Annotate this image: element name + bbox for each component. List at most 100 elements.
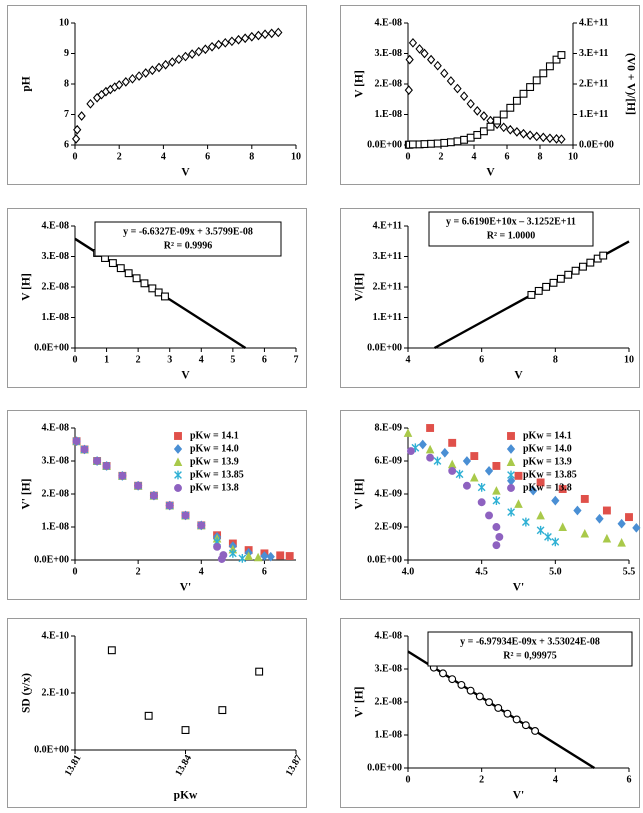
marker-x <box>477 483 486 492</box>
legend-label: pKw = 14.1 <box>523 430 572 441</box>
marker-square <box>557 51 566 59</box>
marker-circle <box>462 481 471 490</box>
marker-diamond <box>154 62 164 73</box>
x-tick-label: 6 <box>627 774 632 785</box>
marker-square <box>514 471 523 480</box>
y2-tick-label: 1.E+11 <box>579 109 608 120</box>
y-tick-label: 4.E-08 <box>42 220 70 231</box>
marker-diamond <box>188 49 197 59</box>
marker-triangle <box>447 459 457 469</box>
marker-circle <box>475 692 484 701</box>
y-axis-label: V [H] <box>354 70 366 98</box>
marker-diamond <box>440 68 449 79</box>
y-tick-label: 9 <box>64 48 69 59</box>
marker-diamond <box>227 36 237 47</box>
marker-diamond <box>115 80 124 90</box>
marker-diamond <box>174 54 183 65</box>
marker-circle <box>181 511 190 520</box>
marker-circle <box>134 481 143 490</box>
y-tick-label: 0.0E+00 <box>367 342 402 353</box>
x-tick-label: 10 <box>568 151 578 162</box>
marker-circle <box>494 703 503 712</box>
marker-diamond <box>512 127 522 137</box>
marker-diamond <box>573 505 582 516</box>
marker-square <box>493 116 502 125</box>
marker-circle <box>406 447 415 456</box>
marker-triangle <box>253 552 263 562</box>
y-tick-label: 0.0E+00 <box>367 139 402 150</box>
marker-square <box>545 62 554 71</box>
marker-triangle <box>173 457 183 466</box>
marker-diamond <box>426 54 436 65</box>
marker-diamond <box>161 59 170 70</box>
marker-diamond <box>539 132 548 143</box>
marker-diamond <box>404 85 413 95</box>
legend-label: pKw = 13.8 <box>523 482 572 493</box>
marker-square <box>218 706 227 715</box>
marker-circle <box>217 555 226 563</box>
marker-diamond <box>446 76 456 86</box>
marker-circle <box>174 484 182 492</box>
x-tick-label: 2 <box>136 566 141 577</box>
y-tick-label: 0.0E+00 <box>367 554 402 565</box>
marker-square <box>420 140 429 149</box>
marker-circle <box>118 471 127 480</box>
marker-square <box>470 452 479 460</box>
x-tick-label: 4 <box>472 151 477 162</box>
x-tick-label: 4 <box>553 774 558 785</box>
marker-square <box>492 461 501 470</box>
y-axis-label: V/[H] <box>354 273 366 301</box>
x-tick-label: 6 <box>262 566 267 577</box>
x-tick-label: 2 <box>136 354 141 365</box>
x-tick-label: 10 <box>291 151 301 162</box>
marker-diamond <box>71 134 81 144</box>
y-tick-label: 4.E-09 <box>375 488 403 499</box>
marker-triangle <box>536 510 545 520</box>
marker-square <box>519 89 528 98</box>
marker-diamond <box>519 128 528 139</box>
marker-square <box>276 551 285 560</box>
marker-square <box>440 138 449 147</box>
marker-circle <box>531 727 540 735</box>
marker-square <box>108 259 117 268</box>
y2-axis-label: (V0 + V)/[H] <box>624 53 636 115</box>
annotation-box <box>94 221 282 257</box>
x-axis-label: V <box>514 370 523 382</box>
x-tick-label: 0 <box>406 774 411 785</box>
y-tick-label: 2.E-08 <box>42 281 70 292</box>
marker-circle <box>80 445 89 454</box>
marker-diamond <box>260 551 269 561</box>
marker-square <box>124 269 133 278</box>
marker-square <box>453 137 462 146</box>
marker-triangle <box>580 528 590 538</box>
marker-square <box>625 513 633 522</box>
marker-circle <box>448 675 457 684</box>
marker-circle <box>426 453 435 462</box>
x-tick-label: 0 <box>73 566 78 577</box>
marker-diamond <box>473 105 482 116</box>
legend-label: pKw = 13.9 <box>190 456 239 467</box>
y-tick-label: 7 <box>64 109 69 120</box>
marker-square <box>148 284 157 293</box>
y-tick-label: 2.E-09 <box>375 521 403 532</box>
x-tick-label: 1 <box>104 354 109 365</box>
marker-circle <box>439 669 447 678</box>
marker-square <box>427 139 436 148</box>
marker-x <box>455 469 464 479</box>
x-tick-label: 6 <box>505 151 510 162</box>
annotation-text: y = -6.6327E-09x + 3.5799E-08 <box>123 226 253 237</box>
marker-square <box>539 69 548 78</box>
y2-tick-label: 4.E+11 <box>579 17 608 28</box>
marker-diamond <box>418 439 427 450</box>
marker-triangle <box>403 428 413 437</box>
marker-diamond <box>595 513 604 524</box>
marker-square <box>506 103 515 112</box>
x-tick-label: 10 <box>624 354 634 365</box>
x-axis-label: pKw <box>174 790 198 802</box>
panel-frame <box>7 5 307 185</box>
y-tick-label: 1.E-08 <box>375 109 403 120</box>
y-tick-label: 1.E-08 <box>42 521 70 532</box>
marker-diamond <box>254 30 263 41</box>
legend-label: pKw = 13.85 <box>190 469 244 480</box>
x-tick-label: 0 <box>406 151 411 162</box>
